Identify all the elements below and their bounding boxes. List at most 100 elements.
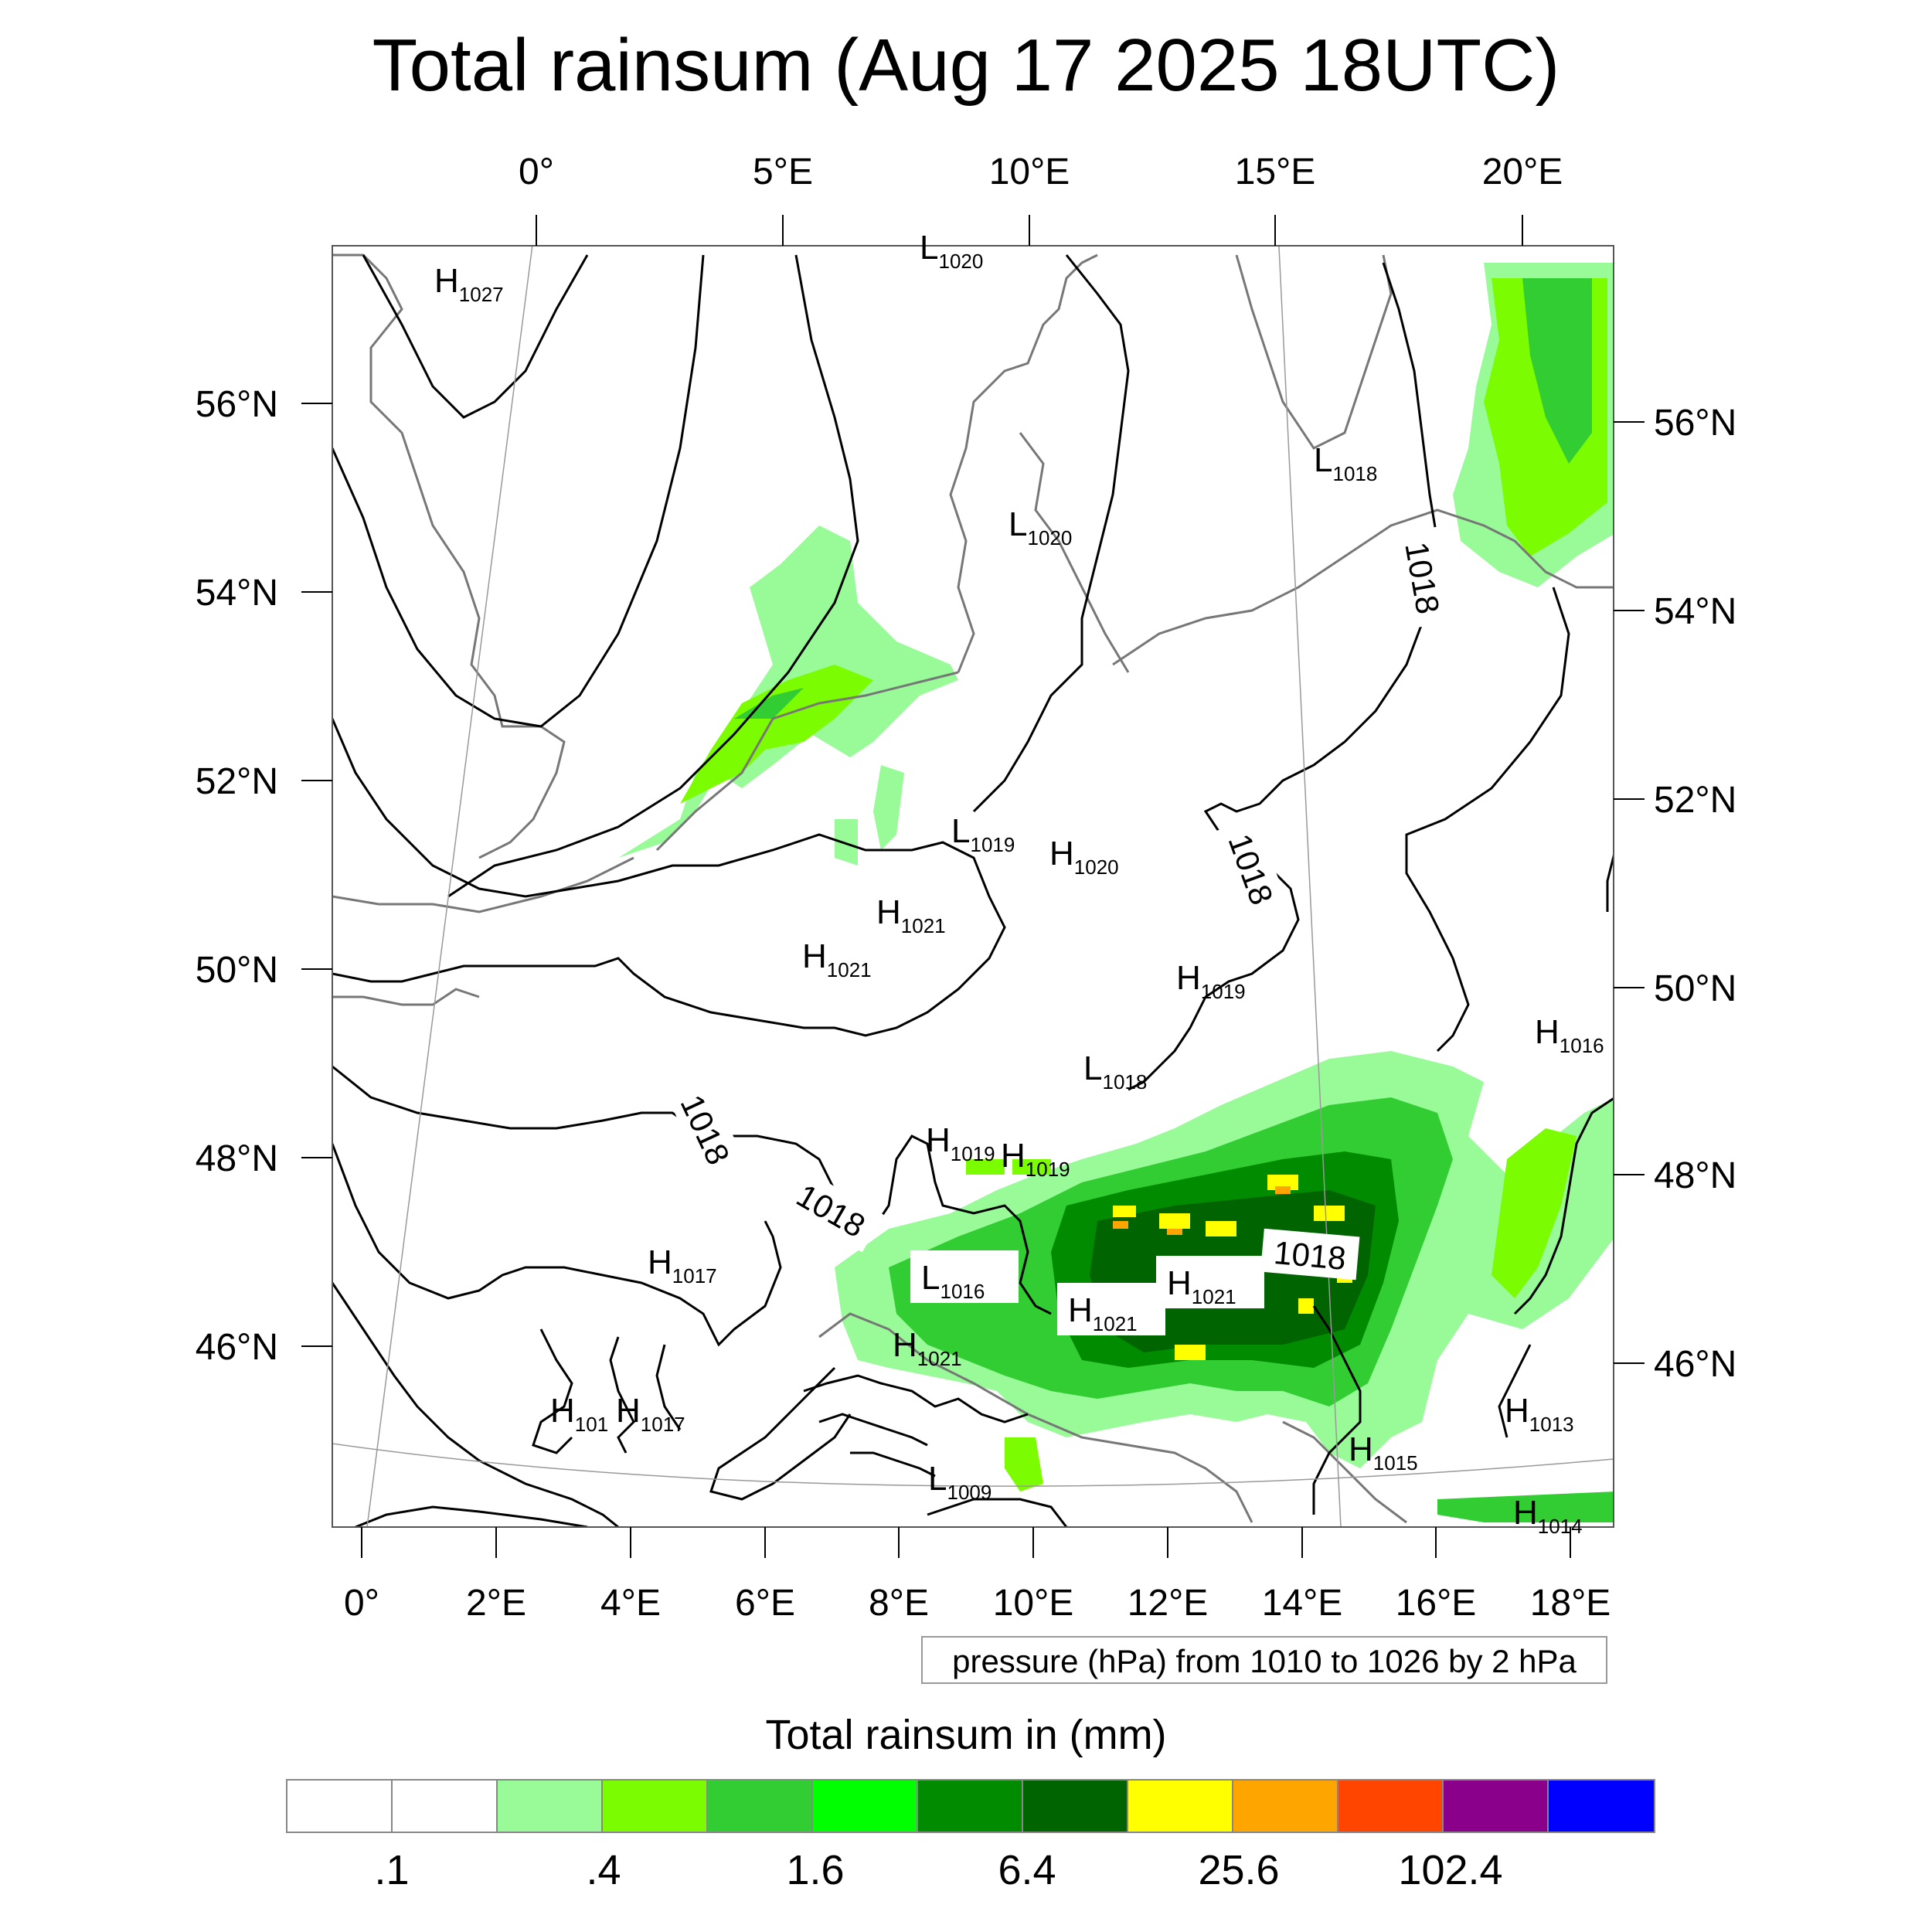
svg-text:L1018: L1018	[1083, 1049, 1147, 1094]
pressure-center-label: H1019	[1176, 959, 1246, 1003]
colorbar-label: .4	[586, 1847, 621, 1893]
isobar-labels: 1018 1018 1018 1018 1018	[666, 526, 1454, 1281]
svg-text:H1027: H1027	[434, 262, 504, 306]
bottom-tick-label: 0°	[344, 1583, 379, 1624]
svg-text:H1013: H1013	[1505, 1392, 1574, 1436]
pressure-center-label: H1019	[1001, 1137, 1070, 1181]
isobar-label: 1018	[1215, 816, 1289, 922]
svg-text:H1017: H1017	[648, 1243, 717, 1287]
pressure-center-label: H1021	[1156, 1256, 1264, 1308]
left-tick-label: 52°N	[196, 761, 278, 802]
bottom-tick-label: 6°E	[735, 1583, 795, 1624]
pressure-center-label: L1016	[910, 1250, 1019, 1303]
colorbar-label: 25.6	[1198, 1847, 1280, 1893]
colorbar-swatch	[287, 1781, 393, 1832]
axis-tick-labels: 0° 5°E 10°E 15°E 20°E 0° 2°E 4°E 6°E 8°E 10°E 12°E 1…	[196, 151, 1737, 1624]
pressure-center-label: H1017	[616, 1392, 685, 1436]
colorbar	[286, 1779, 1655, 1833]
svg-text:H1019: H1019	[926, 1121, 995, 1165]
svg-text:H101: H101	[550, 1392, 608, 1436]
bottom-tick-label: 12°E	[1128, 1583, 1209, 1624]
bottom-tick-label: 2°E	[466, 1583, 526, 1624]
colorbar-swatch	[1549, 1781, 1654, 1832]
pressure-center-label: H1027	[434, 262, 504, 306]
map-frame	[332, 245, 1614, 1528]
rain-field-northsea	[618, 526, 958, 866]
svg-text:H1021: H1021	[893, 1326, 962, 1370]
svg-text:1018: 1018	[1272, 1234, 1347, 1277]
colorbar-swatch	[1128, 1781, 1233, 1832]
svg-text:H1014: H1014	[1513, 1494, 1583, 1538]
pressure-center-label: H1015	[1349, 1430, 1418, 1475]
colorbar-swatch	[918, 1781, 1023, 1832]
colorbar-swatch	[393, 1781, 498, 1832]
svg-text:L1018: L1018	[1314, 441, 1377, 485]
colorbar-label: 6.4	[998, 1847, 1056, 1893]
svg-text:H1019: H1019	[1176, 959, 1246, 1003]
left-tick-label: 46°N	[196, 1327, 278, 1368]
left-tick-label: 54°N	[196, 573, 278, 614]
top-tick-label: 15°E	[1235, 151, 1316, 192]
right-tick-label: 46°N	[1654, 1344, 1736, 1385]
isobar-label: 1018	[666, 1077, 747, 1182]
colorbar-swatch	[1338, 1781, 1444, 1832]
map-content	[332, 246, 1614, 1527]
graticule	[332, 246, 1614, 1527]
top-tick-label: 5°E	[753, 151, 813, 192]
pressure-center-label: H1021	[893, 1326, 962, 1370]
axis-ticks	[301, 215, 1645, 1558]
left-tick-label: 56°N	[196, 384, 278, 425]
pressure-center-label: H101	[550, 1392, 608, 1436]
colorbar-swatch	[603, 1781, 708, 1832]
pressure-center-label: H1021	[802, 937, 872, 981]
svg-text:H1016: H1016	[1535, 1013, 1604, 1057]
svg-text:L1016: L1016	[921, 1259, 985, 1303]
bottom-tick-label: 10°E	[993, 1583, 1074, 1624]
colorbar-label: 102.4	[1398, 1847, 1503, 1893]
pressure-center-label: L1018	[1314, 441, 1377, 485]
right-tick-label: 50°N	[1654, 968, 1736, 1009]
colorbar-swatch	[1444, 1781, 1549, 1832]
contour-info-box: pressure (hPa) from 1010 to 1026 by 2 hP…	[921, 1636, 1607, 1684]
pressure-center-label: H1017	[648, 1243, 717, 1287]
left-tick-label: 50°N	[196, 950, 278, 991]
pressure-center-label: L1019	[951, 812, 1015, 856]
bottom-tick-label: 8°E	[869, 1583, 929, 1624]
right-tick-label: 52°N	[1654, 780, 1736, 821]
right-tick-label: 56°N	[1654, 403, 1736, 444]
pressure-center-label: H1014	[1513, 1494, 1583, 1538]
pressure-center-label: L1020	[1009, 505, 1072, 549]
svg-text:H1021: H1021	[802, 937, 872, 981]
chart-title: Total rainsum (Aug 17 2025 18UTC)	[372, 24, 1560, 107]
pressure-center-label: H1016	[1535, 1013, 1604, 1057]
left-tick-label: 48°N	[196, 1138, 278, 1179]
pressure-center-label: H1021	[876, 893, 946, 937]
right-tick-label: 54°N	[1654, 591, 1736, 632]
colorbar-label: 1.6	[786, 1847, 845, 1893]
pressure-center-label: L1018	[1083, 1049, 1147, 1094]
pressure-center-label: L1009	[928, 1460, 992, 1504]
svg-text:H1019: H1019	[1001, 1137, 1070, 1181]
svg-text:H1015: H1015	[1349, 1430, 1418, 1475]
svg-text:L1019: L1019	[951, 812, 1015, 856]
svg-text:H1021: H1021	[1068, 1291, 1138, 1335]
svg-text:L1020: L1020	[1009, 505, 1072, 549]
pressure-center-label: L1020	[920, 229, 983, 273]
colorbar-swatch	[1023, 1781, 1128, 1832]
colorbar-swatch	[1233, 1781, 1338, 1832]
isobar-label: 1018	[779, 1167, 884, 1253]
svg-text:H1021: H1021	[1167, 1264, 1236, 1308]
colorbar-title: Total rainsum in (mm)	[765, 1712, 1167, 1758]
svg-text:L1009: L1009	[928, 1460, 992, 1504]
top-tick-label: 20°E	[1482, 151, 1563, 192]
pressure-center-label: H1020	[1049, 835, 1119, 879]
top-tick-label: 10°E	[989, 151, 1070, 192]
colorbar-swatch	[708, 1781, 813, 1832]
rain-field-baltic	[1453, 263, 1614, 587]
svg-text:L1020: L1020	[920, 229, 983, 273]
colorbar-swatch	[813, 1781, 918, 1832]
pressure-center-label: H1021	[1057, 1283, 1165, 1335]
